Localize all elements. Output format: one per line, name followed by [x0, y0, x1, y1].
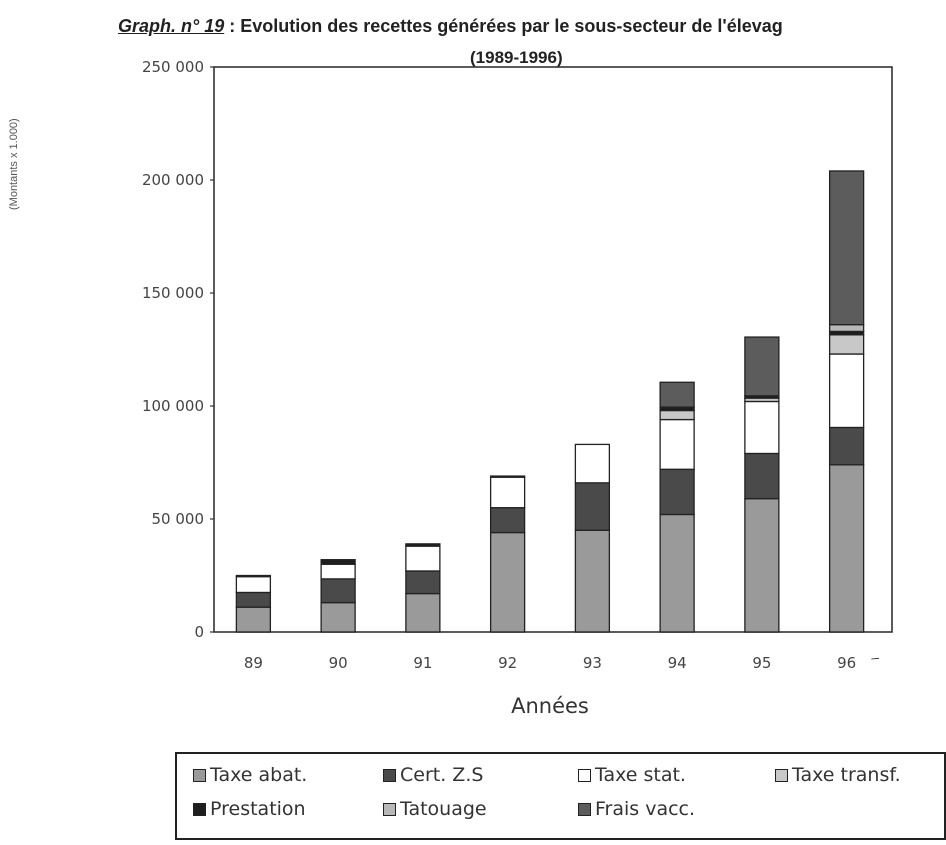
legend-swatch	[193, 768, 206, 782]
legend-item: Frais vacc.	[578, 798, 695, 820]
title-separator: :	[224, 16, 241, 36]
bar-segment	[574, 443, 611, 484]
legend-label: Frais vacc.	[595, 798, 696, 820]
legend-label: Tatouage	[400, 798, 487, 820]
title-text: Evolution des recettes générées par le s…	[240, 16, 783, 36]
bar-segment	[574, 482, 611, 531]
y-tick-label: 150 000	[142, 284, 204, 302]
bar-segment	[235, 606, 272, 633]
bar-segment	[235, 575, 272, 594]
bar-segment	[320, 578, 356, 604]
bar-segment	[489, 507, 526, 534]
legend-swatch	[578, 768, 591, 782]
legend-label: Cert. Z.S	[400, 764, 484, 786]
legend-item: Cert. Z.S	[383, 764, 483, 786]
bar-segment	[405, 592, 441, 633]
legend-item: Taxe abat.	[193, 764, 307, 786]
bar-segment	[405, 545, 441, 572]
bar-segment	[828, 170, 865, 326]
bar-segment	[744, 336, 780, 397]
bar-segment	[744, 452, 780, 500]
chart-legend: Taxe abat. Cert. Z.S Taxe stat. Taxe transf…	[175, 752, 946, 840]
bar-segment	[744, 498, 780, 633]
y-tick-label: 200 000	[142, 171, 204, 189]
legend-swatch	[383, 802, 396, 816]
bar-segment	[489, 475, 526, 478]
bar-segment	[659, 409, 695, 421]
chart-title: Graph. n° 19 : Evolution des recettes gé…	[118, 16, 946, 37]
y-tick-label: 250 000	[142, 58, 204, 76]
bar-segment	[659, 381, 695, 408]
bar-segment	[489, 531, 526, 633]
legend-label: Taxe stat.	[595, 764, 686, 786]
plot-frame	[213, 66, 893, 633]
bar-segment	[828, 464, 865, 633]
x-tick-label: 90	[329, 654, 348, 672]
legend-swatch	[578, 802, 591, 816]
y-tick-label: 0	[194, 623, 204, 641]
title-years: (1989-1996)	[470, 48, 563, 67]
bar-segment	[320, 601, 356, 633]
bar-segment	[405, 543, 441, 547]
legend-item: Taxe transf.	[775, 764, 901, 786]
x-tick-label: 94	[668, 654, 687, 672]
bar-segment	[828, 323, 865, 333]
bar-segment	[659, 513, 695, 633]
legend-swatch	[383, 768, 396, 782]
y-tick-label: 50 000	[152, 510, 205, 528]
legend-item: Taxe stat.	[578, 764, 686, 786]
bar-segment	[574, 529, 611, 633]
x-tick-label: 89	[244, 654, 263, 672]
x-axis-title: Années	[511, 694, 589, 718]
legend-label: Prestation	[210, 798, 306, 820]
y-tick-label: 100 000	[142, 397, 204, 415]
bar-segment	[320, 559, 356, 565]
bar-segment	[235, 591, 272, 608]
legend-swatch	[775, 768, 788, 782]
bar-segment	[659, 468, 695, 516]
x-tick-label: 92	[498, 654, 517, 672]
bar-segment	[320, 563, 356, 580]
bar-segment	[828, 334, 865, 355]
bar-segment	[235, 574, 272, 578]
x-tick-label: 91	[413, 654, 432, 672]
bar-segment	[744, 400, 780, 455]
x-tick-label: 95	[752, 654, 771, 672]
bar-segment	[489, 476, 526, 509]
bar-segment	[828, 353, 865, 429]
legend-item: Tatouage	[383, 798, 487, 820]
x-tick-label: 93	[583, 654, 602, 672]
bar-chart: 0 50 000 100 000 150 000 200 000 250 000 89 90 9…	[142, 58, 893, 718]
bar-segment	[828, 426, 865, 466]
title-prefix: Graph. n° 19	[118, 16, 225, 36]
legend-swatch	[193, 802, 206, 816]
x-tick-label: 96	[837, 654, 856, 672]
bar-segment	[659, 418, 695, 470]
legend-label: Taxe transf.	[792, 764, 901, 786]
legend-label: Taxe abat.	[210, 764, 308, 786]
bar-segment	[405, 570, 441, 595]
legend-item: Prestation	[193, 798, 306, 820]
